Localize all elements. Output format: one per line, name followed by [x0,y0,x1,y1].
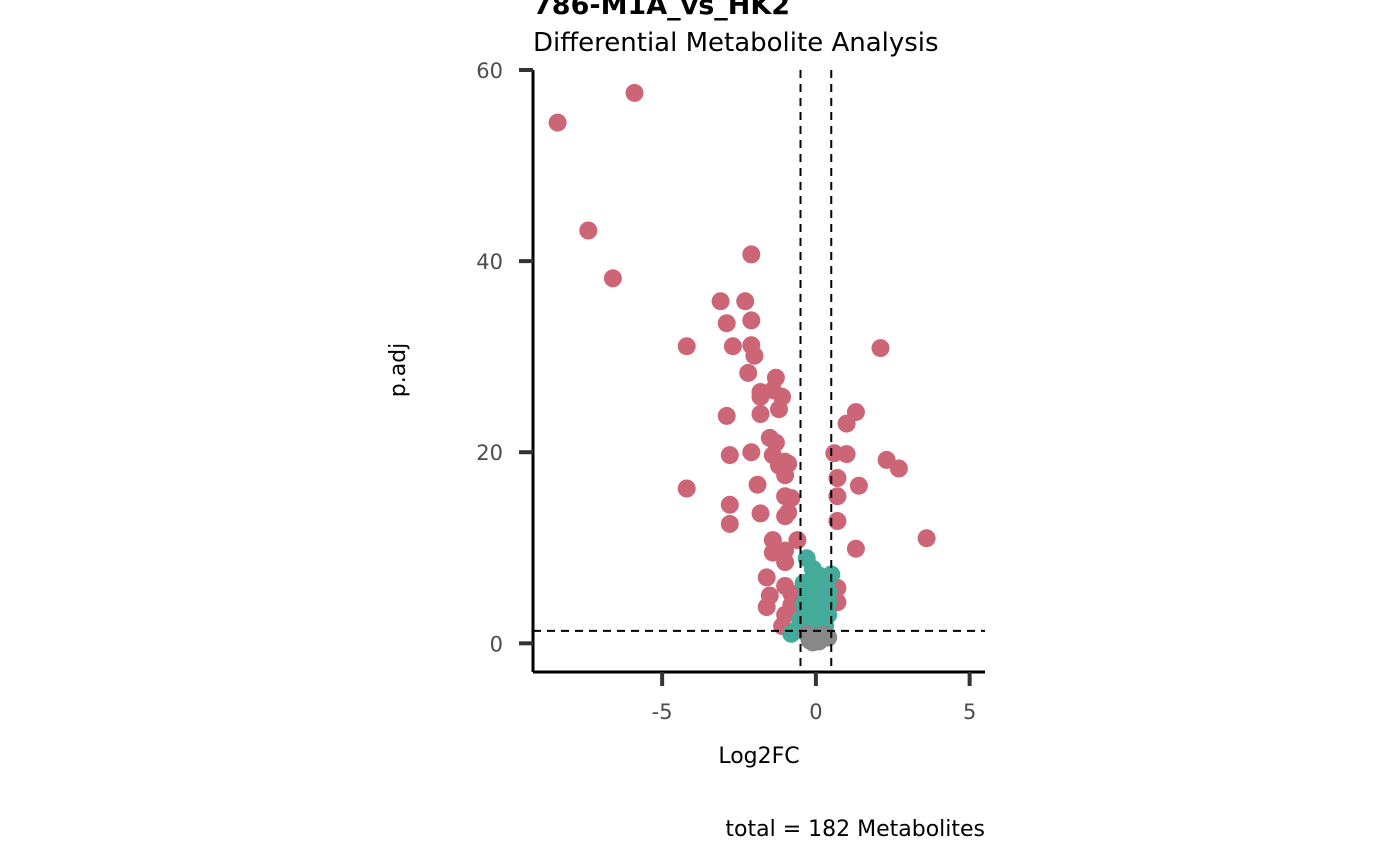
data-point-significant [677,337,696,356]
data-point-significant [770,400,788,419]
data-point-significant [742,443,761,462]
data-point-significant [625,83,644,102]
y-axis-ticks: 0 20 40 60 [476,59,533,656]
x-tick-label: -5 [652,700,673,724]
y-tick-label: 20 [476,441,503,465]
data-point-not_significant [803,633,822,652]
data-point-significant [748,475,767,494]
data-point-significant [717,406,736,425]
y-tick-label: 0 [490,632,503,656]
x-tick-label: 5 [963,700,976,724]
threshold-lines [533,70,985,672]
data-point-significant [757,598,776,616]
data-point-significant [782,489,801,508]
data-point-significant [720,446,739,465]
y-axis-title: p.adj [386,343,411,398]
data-point-significant [579,221,598,240]
data-point-significant [548,113,567,132]
x-axis-title: Log2FC [718,744,799,769]
data-point-significant [837,445,856,464]
data-point-significant [782,584,801,603]
data-point-significant [742,245,761,264]
data-point-significant [711,292,730,311]
data-point-significant [742,311,761,330]
data-point-significant [717,314,736,333]
data-point-significant [889,459,908,478]
data-point-significant [849,476,868,495]
data-points [548,83,936,652]
data-point-significant [871,339,890,358]
data-point-significant [828,469,847,487]
data-point-not_significant [819,628,838,647]
data-point-significant [776,507,795,526]
data-point-significant [788,531,807,550]
data-point-significant [720,495,739,514]
chart-title: 786-M1A_vs_HK2 [533,0,790,21]
y-tick-label: 40 [476,250,503,274]
x-axis-ticks: -5 0 5 [652,672,976,724]
x-tick-label: 0 [809,700,822,724]
data-point-significant [776,553,795,572]
chart-subtitle: Differential Metabolite Analysis [533,28,939,58]
data-point-significant [846,403,865,422]
data-point-significant [846,539,865,558]
caption-total: total = 182 Metabolites [725,817,985,842]
y-tick-label: 60 [476,59,503,83]
data-point-significant [917,529,936,548]
data-point-significant [603,269,622,288]
data-point-significant [739,363,758,382]
data-point-significant [745,346,764,365]
data-point-significant [723,337,742,356]
data-point-significant [720,514,739,533]
data-point-significant [828,512,847,530]
data-point-significant [763,531,782,550]
data-point-significant [828,487,847,506]
data-point-significant [757,568,776,587]
data-point-significant [751,405,770,423]
data-point-significant [751,504,770,523]
data-point-significant [677,479,696,498]
data-point-significant [776,466,795,485]
data-point-significant [736,292,755,311]
